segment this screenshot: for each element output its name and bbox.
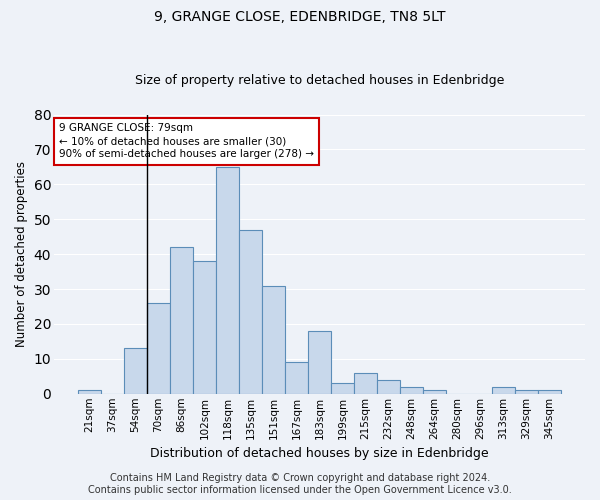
Bar <box>354 373 377 394</box>
Bar <box>285 362 308 394</box>
Bar <box>538 390 561 394</box>
Text: 9 GRANGE CLOSE: 79sqm
← 10% of detached houses are smaller (30)
90% of semi-deta: 9 GRANGE CLOSE: 79sqm ← 10% of detached … <box>59 123 314 160</box>
Bar <box>78 390 101 394</box>
Bar <box>239 230 262 394</box>
Bar <box>170 247 193 394</box>
Bar <box>331 384 354 394</box>
Bar <box>492 387 515 394</box>
X-axis label: Distribution of detached houses by size in Edenbridge: Distribution of detached houses by size … <box>150 447 489 460</box>
Text: 9, GRANGE CLOSE, EDENBRIDGE, TN8 5LT: 9, GRANGE CLOSE, EDENBRIDGE, TN8 5LT <box>154 10 446 24</box>
Bar <box>515 390 538 394</box>
Bar <box>377 380 400 394</box>
Y-axis label: Number of detached properties: Number of detached properties <box>15 161 28 347</box>
Title: Size of property relative to detached houses in Edenbridge: Size of property relative to detached ho… <box>135 74 504 87</box>
Bar <box>262 286 285 394</box>
Bar <box>423 390 446 394</box>
Bar <box>147 303 170 394</box>
Bar <box>308 331 331 394</box>
Bar <box>124 348 147 394</box>
Bar <box>193 261 216 394</box>
Text: Contains HM Land Registry data © Crown copyright and database right 2024.
Contai: Contains HM Land Registry data © Crown c… <box>88 474 512 495</box>
Bar <box>216 167 239 394</box>
Bar <box>400 387 423 394</box>
